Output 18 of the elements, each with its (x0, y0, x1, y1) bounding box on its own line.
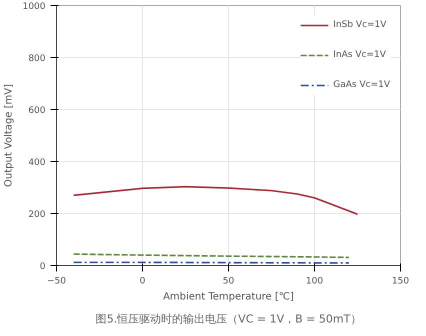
y-tick-label: 0 (40, 262, 46, 272)
y-tick-label: 800 (28, 54, 46, 64)
x-axis-title: Ambient Temperature [℃] (163, 292, 294, 302)
x-tick-label: 0 (140, 276, 146, 286)
legend-label: InSb Vc=1V (333, 20, 386, 30)
line-series (72, 186, 358, 216)
x-tick-label: −50 (47, 276, 66, 286)
legend-label: GaAs Vc=1V (333, 80, 390, 90)
y-tick-label: 1000 (22, 2, 46, 12)
y-tick-label: 600 (28, 106, 46, 116)
y-axis-title: Output Voltage [mV] (4, 84, 15, 187)
legend-label: InAs Vc=1V (333, 50, 386, 60)
x-tick-label: 150 (392, 276, 410, 286)
x-tick-label: 100 (306, 276, 324, 286)
caption: 图5.恒压驱动时的输出电压（VC = 1V，B = 50mT） (96, 312, 362, 326)
y-tick-label: 400 (28, 158, 46, 168)
x-tick-label: 50 (222, 276, 234, 286)
y-tick-label: 200 (28, 210, 46, 220)
